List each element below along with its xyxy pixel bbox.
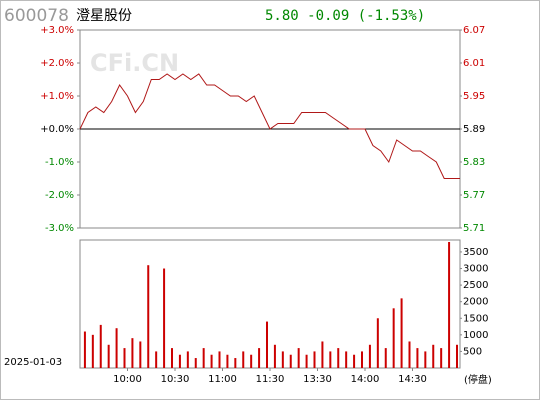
volume-bar: [400, 298, 403, 368]
volume-bar: [234, 358, 237, 368]
volume-bar: [384, 348, 387, 368]
volume-bar: [107, 344, 110, 368]
volume-bar: [448, 241, 451, 368]
volume-bar: [258, 348, 261, 368]
volume-bar: [210, 354, 213, 368]
volume-bar: [345, 351, 348, 368]
y-tick-label: 6.01: [463, 58, 485, 69]
volume-bar: [226, 354, 229, 368]
volume-bar: [242, 351, 245, 368]
date: 2025-01-03: [4, 357, 62, 368]
y-tick-label: 5.95: [463, 91, 485, 102]
volume-bar: [361, 351, 363, 368]
volume-bar: [289, 354, 292, 368]
volume-bar: [321, 341, 324, 368]
volume-bar: [353, 354, 356, 368]
volume-bar: [186, 351, 189, 368]
volume-bar: [178, 354, 181, 368]
volume-bar: [266, 321, 268, 368]
volume-bar: [99, 324, 102, 368]
volume-bar: [376, 318, 379, 368]
y-tick-label: 1500: [463, 313, 488, 324]
y2-tick-label: +3.0%: [40, 25, 74, 36]
x-tick-label: 13:30: [303, 374, 332, 385]
volume-bar: [194, 358, 197, 368]
y-tick-label: 2500: [463, 280, 488, 291]
y-tick-label: 5.83: [463, 157, 485, 168]
y2-tick-label: +0.0%: [40, 124, 74, 135]
volume-bar: [368, 344, 371, 368]
y2-tick-label: +1.0%: [40, 91, 74, 102]
x-tick-label: 11:00: [208, 374, 237, 385]
volume-bar: [432, 344, 435, 368]
volume-bar: [281, 351, 284, 368]
y-tick-label: 3500: [463, 247, 488, 258]
volume-bar: [416, 348, 419, 368]
volume-bar: [171, 348, 173, 368]
y-tick-label: 5.89: [463, 124, 485, 135]
y-tick-label: 5.77: [463, 190, 485, 201]
volume-bar: [139, 341, 142, 368]
y2-tick-label: -1.0%: [45, 157, 74, 168]
x-tick-label: 14:00: [351, 374, 380, 385]
volume-bar: [123, 348, 126, 368]
volume-bar: [424, 351, 427, 368]
volume-bar: [408, 341, 411, 368]
y-tick-label: 5.71: [463, 223, 485, 234]
quote: 5.80 -0.09 (-1.53%): [265, 8, 425, 24]
volume-bar: [91, 334, 94, 368]
volume-bar: [115, 328, 118, 368]
y-tick-label: 2000: [463, 297, 488, 308]
volume-bar: [305, 354, 308, 368]
y2-tick-label: +2.0%: [40, 58, 74, 69]
y-tick-label: 500: [463, 346, 482, 357]
volume-bar: [250, 354, 253, 368]
price-line: [79, 73, 460, 179]
volume-bar: [147, 265, 150, 368]
volume-bar: [163, 268, 166, 368]
y-tick-label: 3000: [463, 264, 488, 275]
y2-tick-label: -3.0%: [45, 223, 74, 234]
volume-bar: [337, 348, 340, 368]
volume-bar: [313, 351, 316, 368]
volume-bar: [131, 338, 134, 368]
x-end-label: (停盘): [464, 373, 492, 386]
watermark: CFi.CN: [90, 49, 179, 77]
volume-bar: [392, 308, 395, 368]
volume-bar: [456, 344, 458, 368]
x-tick-label: 10:00: [113, 374, 142, 385]
y2-tick-label: -2.0%: [45, 190, 74, 201]
volume-bar: [155, 351, 158, 368]
volume-bar: [329, 351, 332, 368]
volume-bar: [83, 331, 86, 368]
stock-code: 600078: [4, 6, 69, 26]
y-tick-label: 6.07: [463, 25, 485, 36]
x-tick-label: 14:30: [398, 374, 427, 385]
volume-bar: [440, 348, 443, 368]
volume-bar: [202, 348, 205, 368]
x-tick-label: 11:30: [256, 374, 285, 385]
stock-name: 澄星股份: [76, 8, 132, 24]
volume-bar: [273, 344, 276, 368]
volume-bar: [218, 351, 221, 368]
x-tick-label: 10:30: [161, 374, 190, 385]
volume-bar: [297, 348, 300, 368]
y-tick-label: 1000: [463, 330, 488, 341]
